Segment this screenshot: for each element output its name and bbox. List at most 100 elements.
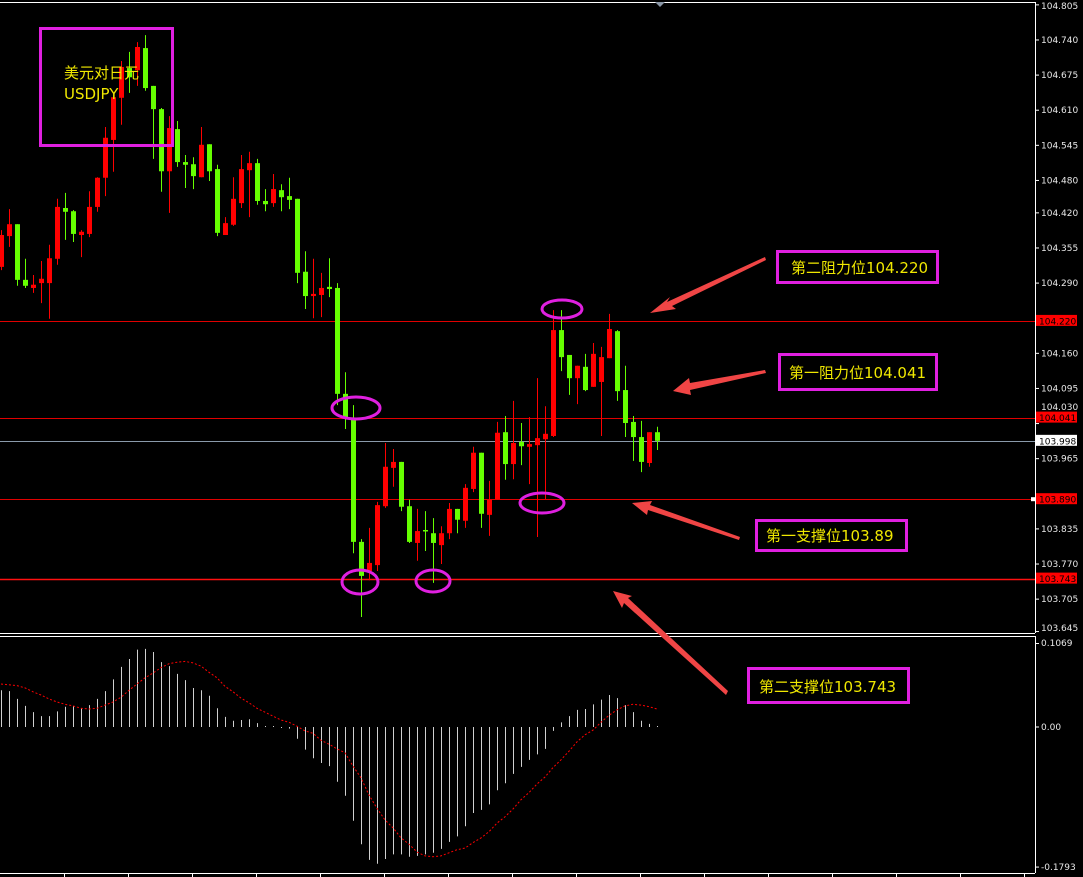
bullish-candle: [511, 400, 516, 480]
candle-body: [103, 137, 108, 178]
annotation-resistance-1: 第一阻力位104.041: [778, 353, 938, 391]
bullish-candle: [271, 173, 276, 207]
annotation-frame: [747, 667, 910, 704]
candle-body: [511, 443, 516, 465]
bullish-candle: [7, 209, 12, 247]
macd-tick-label: -0.1793: [1041, 863, 1076, 873]
candle-body: [391, 461, 396, 468]
candle-body: [151, 85, 156, 110]
candle-body: [567, 354, 572, 379]
bullish-candle: [495, 421, 500, 500]
price-tag-label: 104.041: [1039, 414, 1076, 424]
bearish-candle: [655, 426, 660, 451]
bearish-candle: [127, 51, 132, 93]
highlight-ellipse: [540, 298, 584, 320]
macd-indicator: [0, 648, 658, 864]
bearish-candle: [287, 177, 292, 210]
bullish-candle: [31, 274, 36, 293]
bearish-candle: [143, 35, 148, 91]
price-tag-label: 103.743: [1039, 575, 1076, 585]
candle-body: [295, 198, 300, 273]
candle-body: [95, 177, 100, 207]
candle-body: [0, 235, 4, 267]
candle-body: [207, 144, 212, 172]
level-price-tag: [1036, 572, 1077, 584]
candle-body: [535, 438, 540, 446]
arrow-icon: [673, 370, 766, 395]
bearish-candle: [631, 415, 636, 461]
candle-body: [255, 163, 260, 201]
bullish-candle: [527, 417, 532, 485]
bullish-candle: [319, 272, 324, 318]
candle-body: [215, 169, 220, 233]
bullish-candle: [463, 484, 468, 528]
bearish-candle: [423, 511, 428, 552]
highlight-ellipse: [330, 395, 382, 421]
bullish-candle: [199, 126, 204, 178]
candle-body: [111, 97, 116, 140]
bearish-candle: [351, 405, 356, 554]
candle-body: [23, 279, 28, 286]
candle-body: [471, 452, 476, 489]
bearish-candle: [183, 155, 188, 189]
bearish-candle: [303, 251, 308, 310]
price-tick-label: 104.030: [1041, 403, 1078, 413]
candle-body: [503, 432, 508, 465]
annotation-support-2: 第二支撑位103.743: [747, 667, 910, 704]
candles: [0, 35, 660, 617]
bearish-candle: [479, 452, 484, 528]
symbol-code: USDJPY: [64, 85, 119, 103]
price-tick-label: 103.835: [1041, 525, 1078, 535]
candle-body: [599, 357, 604, 382]
candle-body: [359, 541, 364, 576]
candle-body: [407, 506, 412, 542]
candle-body: [455, 508, 460, 520]
candle-body: [543, 433, 548, 440]
bearish-candle: [63, 192, 68, 240]
candle-body: [79, 231, 84, 236]
bullish-candle: [647, 432, 652, 467]
candle-body: [191, 164, 196, 177]
candle-body: [55, 206, 60, 259]
price-tick-label: 104.160: [1041, 349, 1078, 359]
bearish-candle: [295, 198, 300, 284]
bearish-candle: [335, 283, 340, 406]
candle-body: [63, 207, 68, 212]
candle-body: [615, 331, 620, 392]
bearish-candle: [159, 108, 164, 192]
bullish-candle: [55, 198, 60, 265]
candle-body: [319, 287, 324, 295]
candle-body: [463, 487, 468, 521]
bullish-candle: [47, 244, 52, 319]
bearish-candle: [359, 539, 364, 617]
bearish-candle: [255, 158, 260, 205]
chart-shift-marker-icon[interactable]: [655, 2, 665, 7]
candle-body: [175, 129, 180, 163]
arrows: [613, 257, 766, 695]
bearish-candle: [455, 508, 460, 534]
annotation-support-1: 第一支撑位103.89: [755, 519, 908, 552]
annotation-frame: [776, 250, 939, 284]
bearish-candle: [23, 258, 28, 288]
candle-body: [439, 533, 444, 546]
bullish-candle: [231, 177, 236, 226]
bearish-candle: [207, 144, 212, 181]
candle-body: [231, 198, 236, 225]
level-lines: [0, 321, 1035, 581]
price-tick-label: 104.290: [1041, 279, 1078, 289]
candle-body: [119, 66, 124, 98]
candle-body: [495, 432, 500, 500]
annotation-frame: [778, 353, 938, 391]
highlight-ellipse: [414, 568, 452, 594]
bearish-candle: [567, 354, 572, 395]
candle-body: [167, 128, 172, 172]
candle-body: [479, 452, 484, 514]
price-tick-label: 104.805: [1041, 2, 1078, 12]
candle-body: [575, 365, 580, 379]
candle-body: [127, 68, 132, 78]
candle-body: [551, 330, 556, 436]
candle-body: [415, 531, 420, 543]
bearish-candle: [191, 157, 196, 190]
bullish-candle: [383, 443, 388, 508]
